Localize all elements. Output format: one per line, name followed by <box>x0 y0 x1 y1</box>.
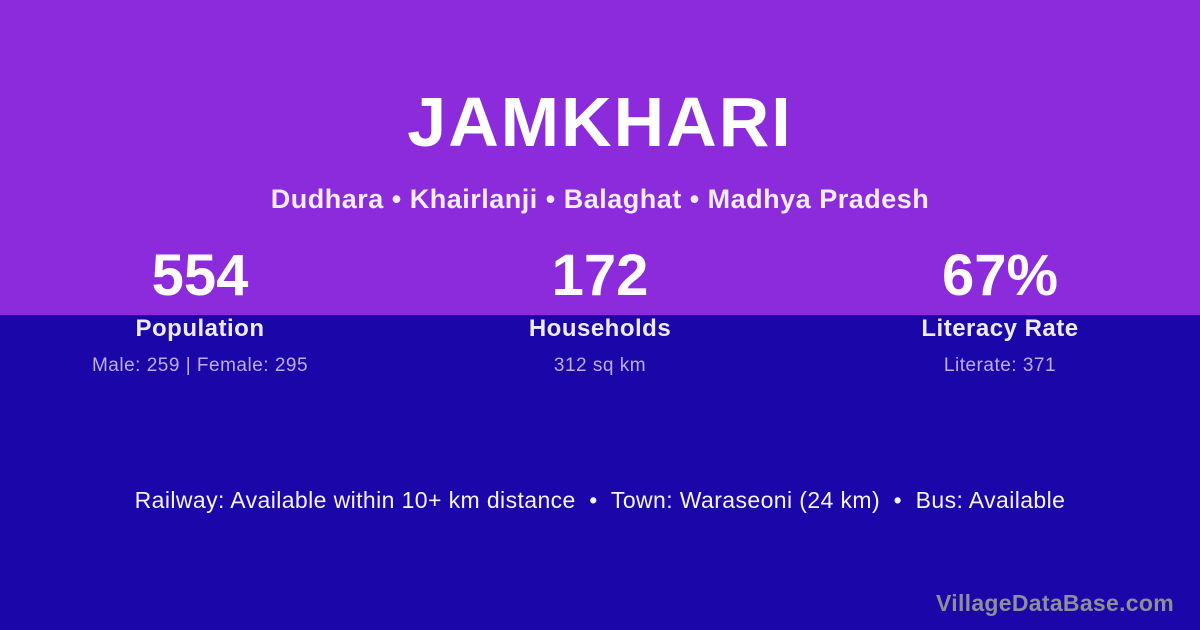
households-detail: 312 sq km <box>553 355 647 376</box>
literacy-value: 67% <box>941 243 1059 308</box>
literacy-detail: Literate: 371 <box>943 355 1057 376</box>
literacy-label: Literacy Rate <box>921 315 1079 342</box>
population-value: 554 <box>151 243 249 308</box>
header-background <box>0 0 1200 315</box>
population-detail: Male: 259 | Female: 295 <box>91 355 309 376</box>
stat-households: 172 Households 312 sq km <box>400 246 800 377</box>
stat-literacy-rate: 67% Literacy Rate Literate: 371 <box>800 246 1200 377</box>
body-background <box>0 315 1200 630</box>
watermark-brand: VillageDataBase.com <box>936 590 1174 616</box>
village-name-title: JAMKHARI <box>407 83 793 161</box>
households-label: Households <box>528 315 672 342</box>
population-label: Population <box>135 315 265 342</box>
transport-info-line: Railway: Available within 10+ km distanc… <box>134 487 1066 513</box>
households-value: 172 <box>551 243 649 308</box>
stat-population: 554 Population Male: 259 | Female: 295 <box>0 246 400 377</box>
stats-row: 554 Population Male: 259 | Female: 295 1… <box>0 246 1200 377</box>
location-breadcrumb: Dudhara • Khairlanji • Balaghat • Madhya… <box>270 184 930 214</box>
